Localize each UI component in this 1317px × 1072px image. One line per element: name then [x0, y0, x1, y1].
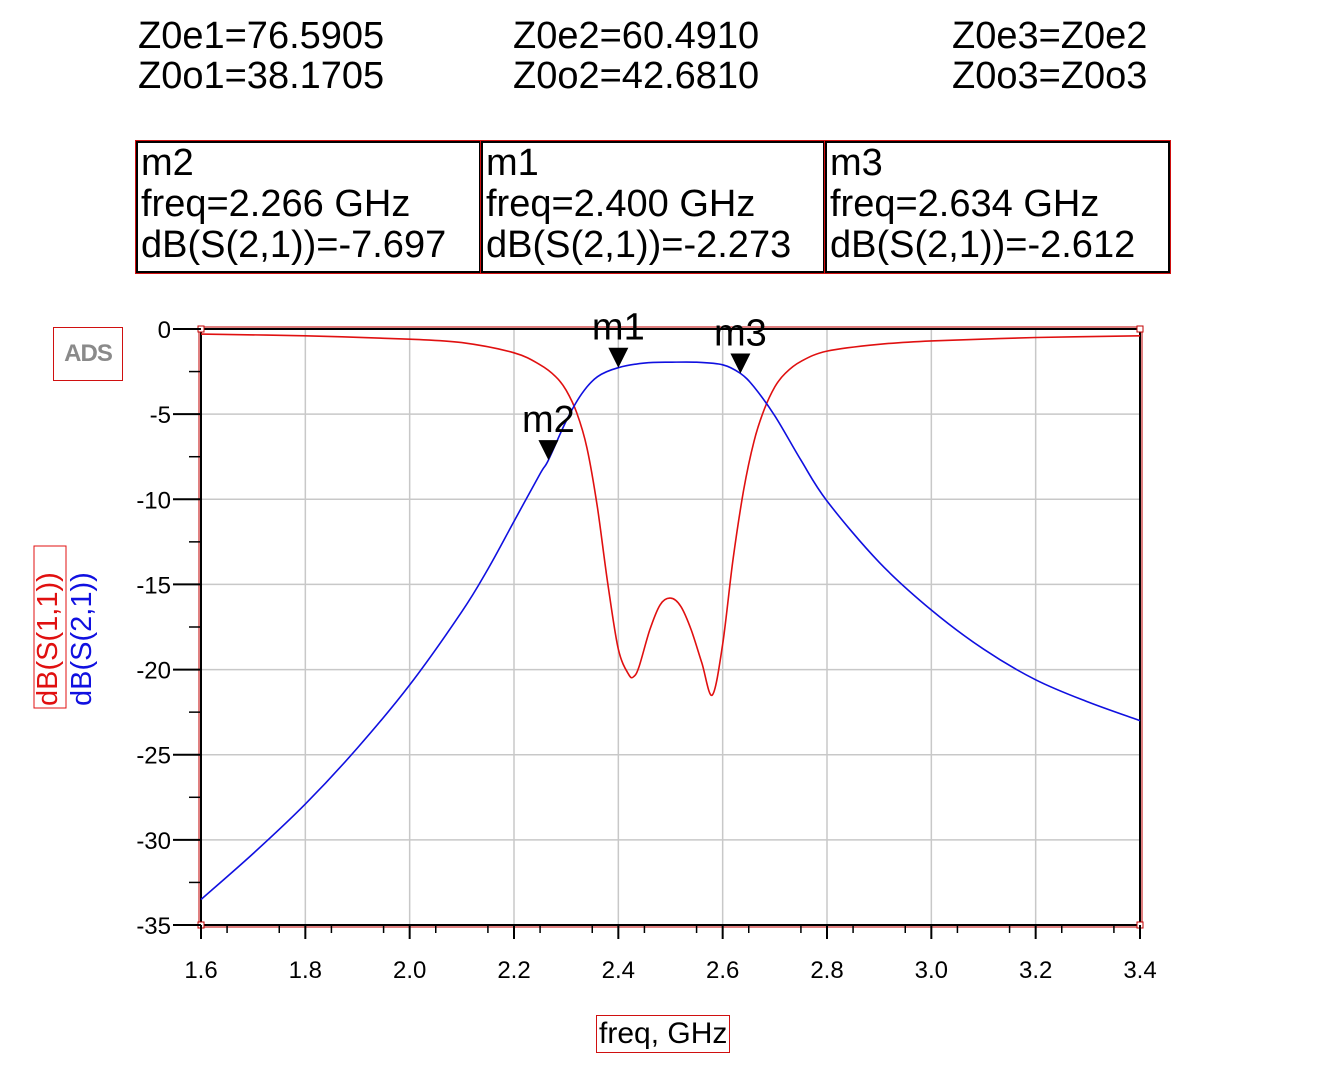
- x-axis-label: freq, GHz: [596, 1015, 731, 1053]
- param-z0e2: Z0e2=60.4910: [513, 15, 760, 57]
- plot-frame: [197, 325, 1144, 929]
- marker-name: m1: [486, 142, 539, 184]
- marker-box-m1[interactable]: m1 freq=2.400 GHz dB(S(2,1))=-2.273: [481, 141, 825, 273]
- y-tick-label: -5: [150, 402, 171, 429]
- param-z0e1: Z0e1=76.5905: [138, 15, 385, 57]
- series-line-s21: [200, 361, 1141, 901]
- marker-triangle-m3: [730, 353, 751, 374]
- marker-triangle-m2: [538, 440, 559, 461]
- param-z0e3: Z0e3=Z0e2: [952, 15, 1148, 57]
- plot-border-outer: [198, 326, 1143, 928]
- y-tick-label: -25: [136, 743, 171, 770]
- marker-label-m3: m3: [714, 312, 767, 354]
- frame-handle: [1136, 325, 1144, 333]
- y-tick-label: 0: [158, 317, 171, 344]
- ads-logo: ADS: [53, 327, 123, 381]
- marker-freq: freq=2.400 GHz: [486, 183, 756, 225]
- ylabel-s11: dB(S(1,1)): [32, 572, 64, 706]
- marker-name: m2: [141, 142, 194, 184]
- y-tick-label: -30: [136, 828, 171, 855]
- param-z0o2: Z0o2=42.6810: [513, 55, 760, 97]
- marker-value: dB(S(2,1))=-7.697: [141, 224, 447, 266]
- param-z0o3: Z0o3=Z0o3: [952, 55, 1148, 97]
- x-tick-label: 1.8: [289, 957, 322, 984]
- marker-value: dB(S(2,1))=-2.612: [830, 224, 1136, 266]
- y-tick-label: -15: [136, 572, 171, 599]
- y-ticks: 0 -5 -10 -15 -20 -25 -30 -35: [136, 317, 201, 940]
- series-line-s11: [200, 333, 1141, 696]
- y-axis-labels: dB(S(1,1)) dB(S(2,1)): [32, 545, 98, 709]
- x-tick-label: 2.0: [393, 957, 426, 984]
- marker-triangle-m1: [608, 347, 629, 368]
- ylabel-s21: dB(S(2,1)): [66, 572, 98, 706]
- marker-box-m2[interactable]: m2 freq=2.266 GHz dB(S(2,1))=-7.697: [136, 141, 481, 273]
- x-tick-label: 1.6: [184, 957, 217, 984]
- marker-freq: freq=2.266 GHz: [141, 183, 411, 225]
- marker-label-m1: m1: [592, 307, 645, 349]
- marker-name: m3: [830, 142, 883, 184]
- y-tick-label: -20: [136, 658, 171, 685]
- param-z0o1: Z0o1=38.1705: [138, 55, 385, 97]
- y-tick-label: -10: [136, 487, 171, 514]
- marker-label-m2: m2: [522, 399, 575, 441]
- y-tick-label: -35: [136, 913, 171, 940]
- x-ticks: 1.6 1.8 2.0 2.2 2.4 2.6 2.8 3.0 3.2 3.4: [184, 925, 1157, 984]
- grid: [201, 329, 1140, 925]
- x-tick-label: 3.2: [1019, 957, 1052, 984]
- marker-value: dB(S(2,1))=-2.273: [486, 224, 792, 266]
- markers-group: m2 m1 m3: [522, 307, 767, 461]
- marker-freq: freq=2.634 GHz: [830, 183, 1100, 225]
- plot-border: [200, 328, 1141, 926]
- series-group: [200, 333, 1141, 901]
- ylabel-frame: [33, 545, 67, 709]
- x-tick-label: 3.4: [1123, 957, 1156, 984]
- x-tick-label: 2.8: [810, 957, 843, 984]
- x-tick-label: 2.6: [706, 957, 739, 984]
- x-tick-label: 3.0: [915, 957, 948, 984]
- x-tick-label: 2.2: [497, 957, 530, 984]
- marker-box-m3[interactable]: m3 freq=2.634 GHz dB(S(2,1))=-2.612: [825, 141, 1170, 273]
- x-tick-label: 2.4: [602, 957, 635, 984]
